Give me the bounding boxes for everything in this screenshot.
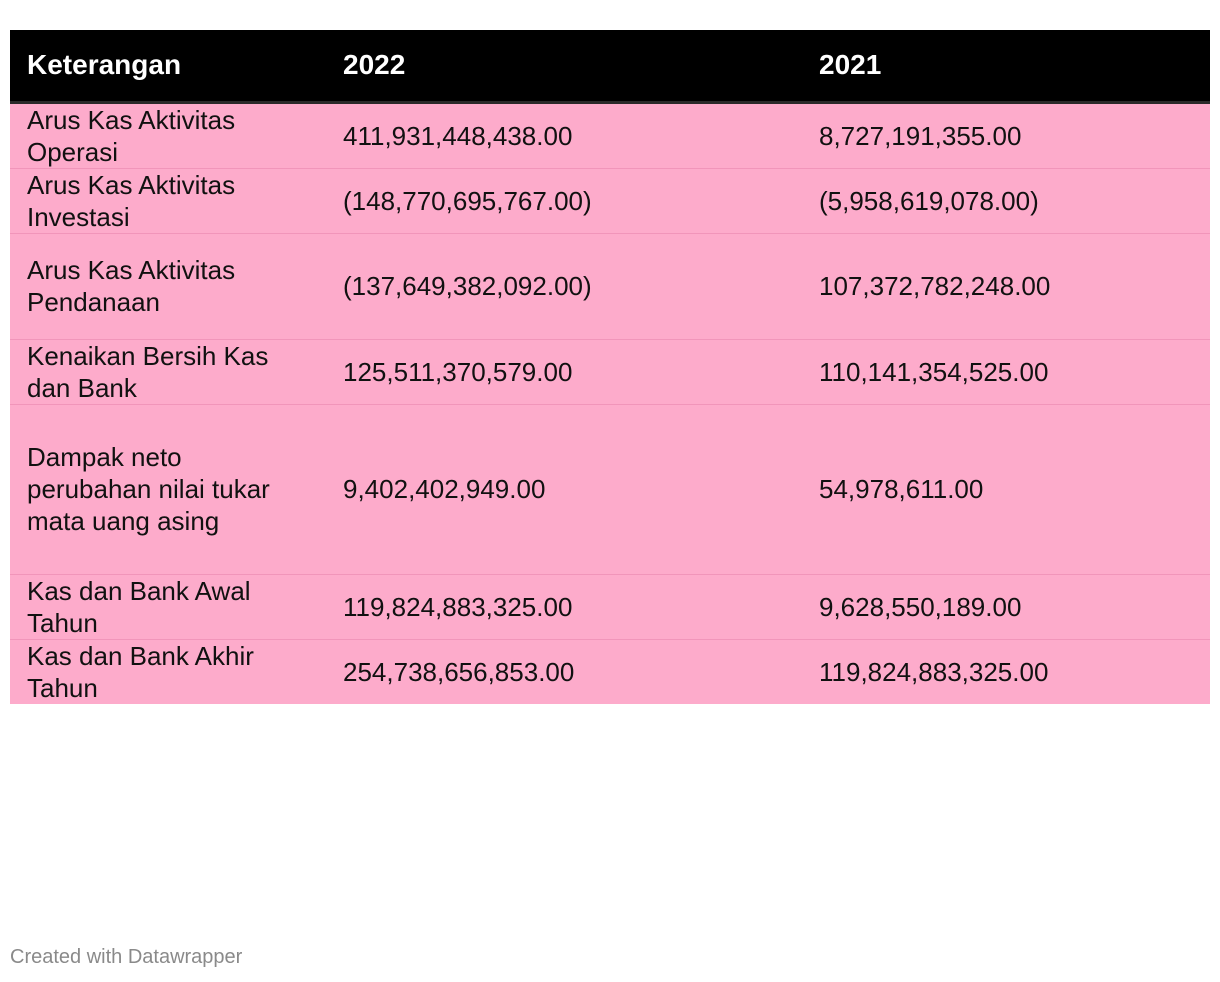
value-cell: 119,824,883,325.00 <box>326 574 802 640</box>
datawrapper-credit-link[interactable]: Created with Datawrapper <box>10 946 243 968</box>
value-cell: 54,978,611.00 <box>802 404 1210 575</box>
value-cell: 125,511,370,579.00 <box>326 339 802 405</box>
row-label: Arus Kas Aktivitas Pendanaan <box>10 233 326 340</box>
table-row: Kas dan Bank Awal Tahun 119,824,883,325.… <box>10 574 1210 640</box>
table-row: Arus Kas Aktivitas Investasi (148,770,69… <box>10 168 1210 234</box>
value-cell: (137,649,382,092.00) <box>326 233 802 340</box>
column-header: 2021 <box>802 30 1210 104</box>
column-header: Keterangan <box>10 30 326 104</box>
row-label: Arus Kas Aktivitas Operasi <box>10 102 326 169</box>
value-cell: 411,931,448,438.00 <box>326 102 802 169</box>
table-row: Kas dan Bank Akhir Tahun 254,738,656,853… <box>10 639 1210 704</box>
column-header: 2022 <box>326 30 802 104</box>
value-cell: (148,770,695,767.00) <box>326 168 802 234</box>
row-label: Arus Kas Aktivitas Investasi <box>10 168 326 234</box>
row-label: Kenaikan Bersih Kas dan Bank <box>10 339 326 405</box>
row-label: Kas dan Bank Akhir Tahun <box>27 640 254 703</box>
value-cell: (5,958,619,078.00) <box>802 168 1210 234</box>
row-label: Kas dan Bank Awal Tahun <box>10 574 326 640</box>
table-row: Dampak neto perubahan nilai tukar mata u… <box>10 404 1210 575</box>
row-label: Dampak neto perubahan nilai tukar mata u… <box>10 404 326 575</box>
table-row: Arus Kas Aktivitas Pendanaan (137,649,38… <box>10 233 1210 340</box>
value-cell: 9,628,550,189.00 <box>802 574 1210 640</box>
value-cell: 9,402,402,949.00 <box>326 404 802 575</box>
table-header-row: Keterangan 2022 2021 <box>10 30 1210 104</box>
value-cell: 110,141,354,525.00 <box>802 339 1210 405</box>
value-cell: 119,824,883,325.00 <box>819 656 1049 687</box>
value-cell: 8,727,191,355.00 <box>802 102 1210 169</box>
cash-flow-table-container: Keterangan 2022 2021 Arus Kas Aktivitas … <box>10 30 1210 704</box>
table-row: Arus Kas Aktivitas Operasi 411,931,448,4… <box>10 102 1210 169</box>
value-cell: 254,738,656,853.00 <box>343 656 575 687</box>
cash-flow-table: Keterangan 2022 2021 Arus Kas Aktivitas … <box>10 30 1210 704</box>
value-cell: 107,372,782,248.00 <box>802 233 1210 340</box>
table-row: Kenaikan Bersih Kas dan Bank 125,511,370… <box>10 339 1210 405</box>
